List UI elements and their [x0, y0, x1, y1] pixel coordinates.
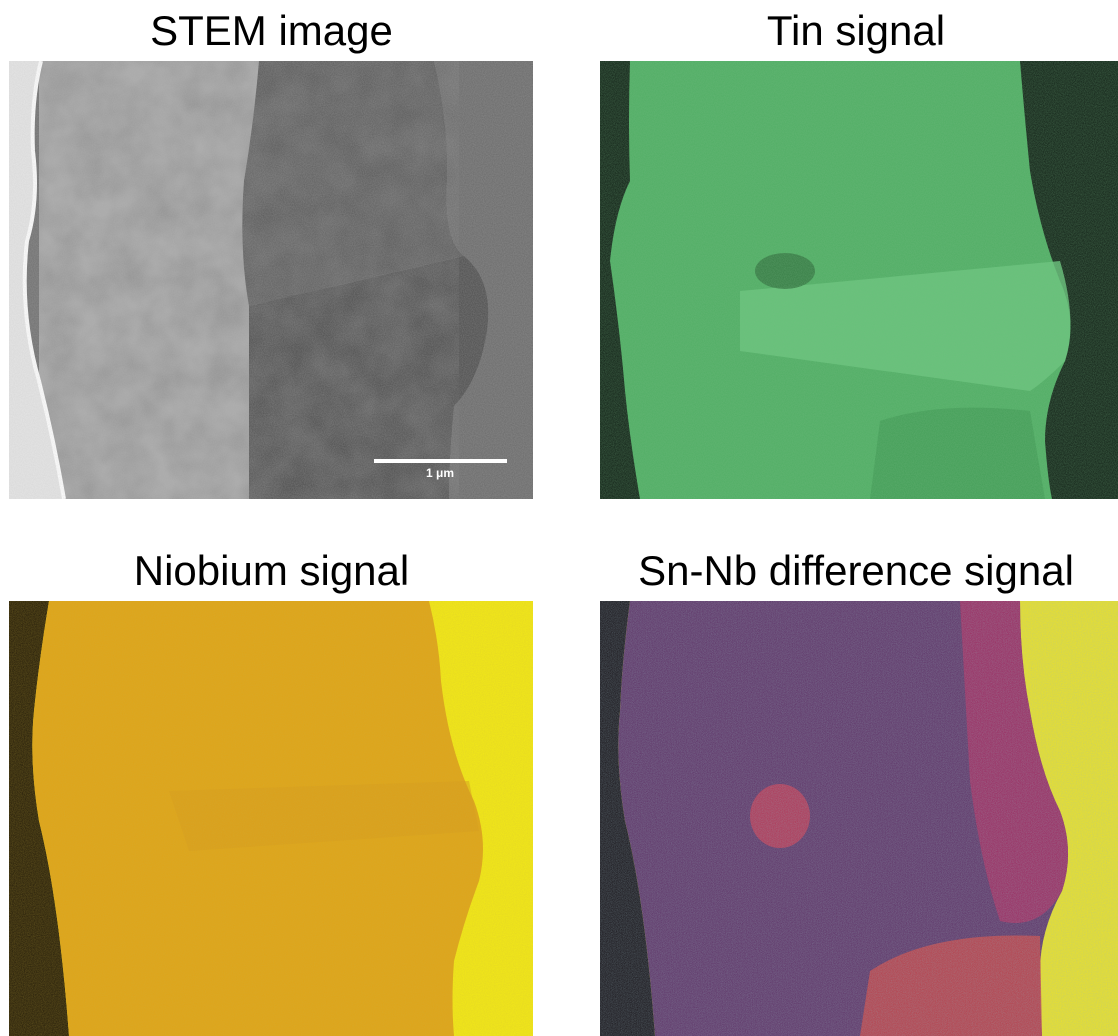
niobium-panel: Niobium signal: [9, 540, 534, 1036]
tin-map: [600, 61, 1118, 499]
scale-bar: [374, 459, 507, 463]
stem-panel: STEM image: [9, 0, 534, 500]
tin-panel-title: Tin signal: [766, 7, 946, 54]
stem-micrograph: 1 μm: [9, 61, 533, 499]
difference-panel-title: Sn-Nb difference signal: [638, 547, 1074, 594]
stem-panel-title: STEM image: [150, 7, 393, 54]
niobium-map: [9, 601, 533, 1036]
difference-panel: Sn-Nb difference signal: [594, 540, 1118, 1036]
tin-panel: Tin signal: [594, 0, 1118, 500]
difference-map: [600, 601, 1118, 1036]
scale-bar-label: 1 μm: [426, 466, 454, 480]
niobium-panel-title: Niobium signal: [133, 547, 410, 594]
